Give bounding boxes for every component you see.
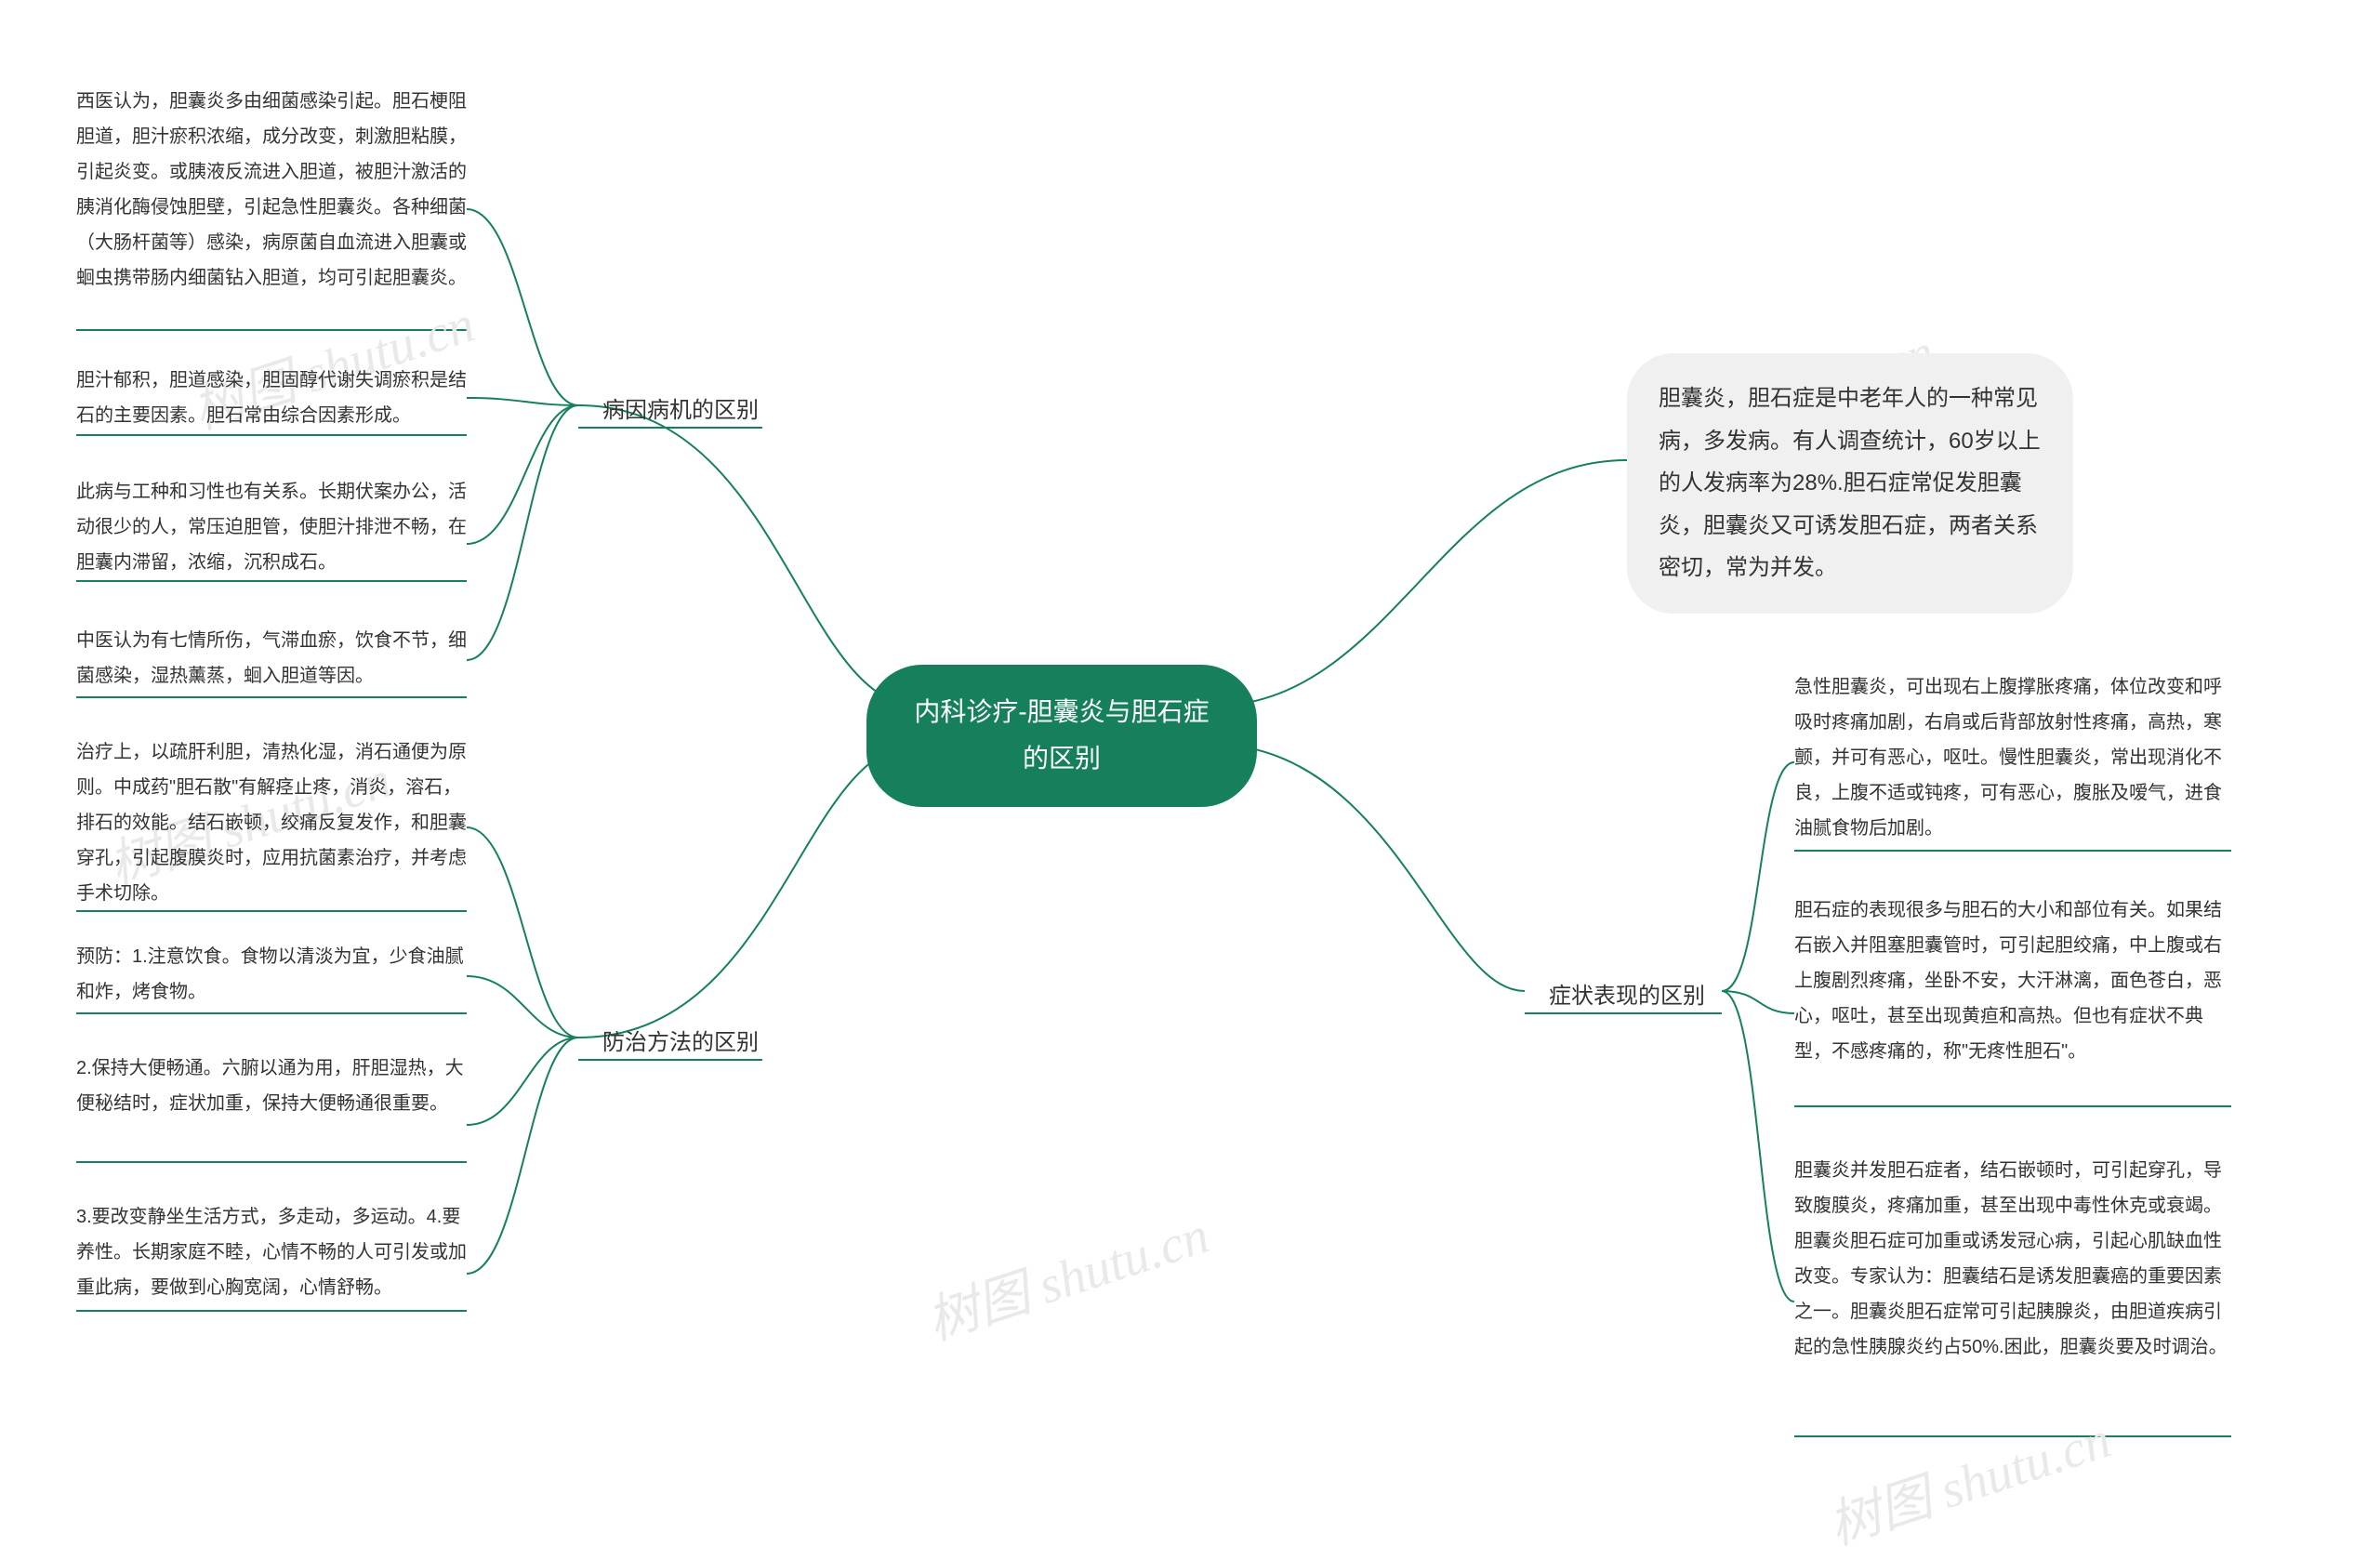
leaf-symptoms-1[interactable]: 急性胆囊炎，可出现右上腹撑胀疼痛，体位改变和呼吸时疼痛加剧，右肩或后背部放射性疼… — [1794, 669, 2231, 846]
branch-prevention[interactable]: 防治方法的区别 — [578, 1013, 783, 1072]
watermark: 树图 shutu.cn — [916, 1193, 1217, 1355]
branch-etiology[interactable]: 病因病机的区别 — [578, 381, 783, 440]
leaf-prevention-1[interactable]: 治疗上，以疏肝利胆，清热化湿，消石通便为原则。中成药"胆石散"有解痉止疼，消炎，… — [76, 734, 467, 911]
watermark: 树图 shutu.cn — [1818, 1397, 2119, 1559]
leaf-etiology-4[interactable]: 中医认为有七情所伤，气滞血瘀，饮食不节，细菌感染，湿热薰蒸，蛔入胆道等因。 — [76, 623, 467, 694]
leaf-prevention-2[interactable]: 预防：1.注意饮食。食物以清淡为宜，少食油腻和炸，烤食物。 — [76, 939, 467, 1010]
leaf-symptoms-3[interactable]: 胆囊炎并发胆石症者，结石嵌顿时，可引起穿孔，导致腹膜炎，疼痛加重，甚至出现中毒性… — [1794, 1153, 2231, 1365]
leaf-prevention-3[interactable]: 2.保持大便畅通。六腑以通为用，肝胆湿热，大便秘结时，症状加重，保持大便畅通很重… — [76, 1051, 467, 1121]
leaf-etiology-1[interactable]: 西医认为，胆囊炎多由细菌感染引起。胆石梗阻胆道，胆汁瘀积浓缩，成分改变，刺激胆粘… — [76, 84, 467, 296]
intro-node[interactable]: 胆囊炎，胆石症是中老年人的一种常见病，多发病。有人调查统计，60岁以上的人发病率… — [1627, 353, 2073, 614]
leaf-prevention-4[interactable]: 3.要改变静坐生活方式，多走动，多运动。4.要养性。长期家庭不睦，心情不畅的人可… — [76, 1199, 467, 1305]
center-title-line1: 内科诊疗-胆囊炎与胆石症 — [911, 689, 1212, 735]
branch-symptoms[interactable]: 症状表现的区别 — [1525, 967, 1729, 1025]
center-title-line2: 的区别 — [911, 735, 1212, 782]
leaf-symptoms-2[interactable]: 胆石症的表现很多与胆石的大小和部位有关。如果结石嵌入并阻塞胆囊管时，可引起胆绞痛… — [1794, 892, 2231, 1069]
center-node[interactable]: 内科诊疗-胆囊炎与胆石症 的区别 — [866, 665, 1257, 807]
leaf-etiology-2[interactable]: 胆汁郁积，胆道感染，胆固醇代谢失调瘀积是结石的主要因素。胆石常由综合因素形成。 — [76, 363, 467, 433]
leaf-etiology-3[interactable]: 此病与工种和习性也有关系。长期伏案办公，活动很少的人，常压迫胆管，使胆汁排泄不畅… — [76, 474, 467, 580]
